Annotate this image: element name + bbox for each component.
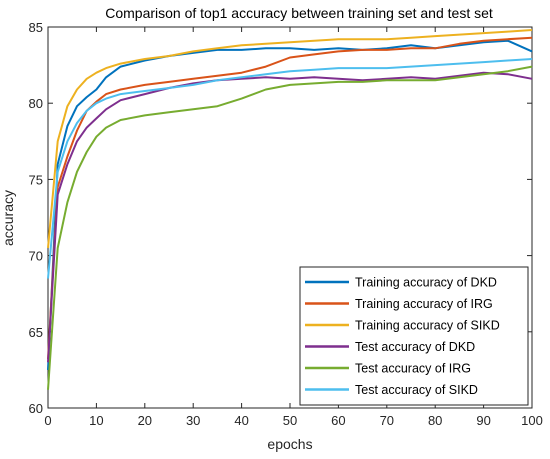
x-tick-label: 50 [283, 413, 297, 428]
y-axis: 60 65 70 75 80 85 [29, 20, 532, 416]
x-tick-label: 40 [234, 413, 248, 428]
series-line-5 [47, 65, 533, 390]
legend-entry: Test accuracy of SIKD [355, 383, 478, 397]
y-tick-label: 75 [29, 172, 43, 187]
y-tick-label: 60 [29, 401, 43, 416]
x-axis: 0 10 20 30 40 50 60 70 80 90 100 [44, 27, 543, 428]
legend-entry: Training accuracy of DKD [355, 276, 497, 290]
y-tick-label: 80 [29, 96, 43, 111]
x-tick-label: 90 [476, 413, 490, 428]
x-tick-label: 30 [186, 413, 200, 428]
series-line-6 [47, 58, 533, 279]
legend-box [299, 266, 529, 406]
legend-entry: Training accuracy of SIKD [355, 319, 500, 333]
x-tick-label: 70 [380, 413, 394, 428]
y-tick-label: 65 [29, 325, 43, 340]
chart-title: Comparison of top1 accuracy between trai… [105, 5, 493, 21]
series-line-4 [47, 71, 533, 363]
y-tick-label: 70 [29, 249, 43, 264]
series-line-3 [47, 29, 533, 249]
x-tick-label: 60 [331, 413, 345, 428]
x-tick-label: 10 [89, 413, 103, 428]
y-tick-label: 85 [29, 20, 43, 35]
legend-entry: Test accuracy of IRG [355, 362, 471, 376]
x-tick-label: 0 [44, 413, 51, 428]
legend-entry: Training accuracy of IRG [355, 297, 493, 311]
x-axis-label: epochs [267, 436, 312, 452]
legend-entry: Test accuracy of DKD [355, 340, 475, 354]
x-tick-label: 20 [138, 413, 152, 428]
x-tick-label: 100 [521, 413, 543, 428]
legend: Training accuracy of DKD Training accurac… [299, 266, 529, 406]
x-tick-label: 80 [428, 413, 442, 428]
series-lines [47, 29, 533, 390]
y-axis-label: accuracy [0, 190, 16, 246]
